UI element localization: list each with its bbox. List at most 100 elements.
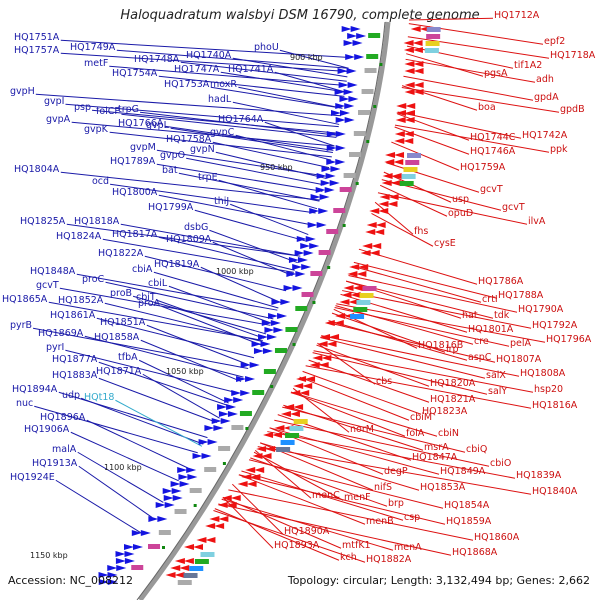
gene-label[interactable]: HQ1740A bbox=[186, 50, 232, 61]
gene-label[interactable]: HQ1816B bbox=[418, 340, 463, 351]
gene-label[interactable]: HQ1790A bbox=[518, 304, 564, 315]
gene-label[interactable]: pyrI bbox=[46, 342, 64, 353]
gene-label[interactable]: hadL bbox=[208, 94, 232, 105]
gene-label[interactable]: bat bbox=[162, 165, 178, 176]
gene-label[interactable]: tif1A2 bbox=[514, 60, 542, 71]
gene-label[interactable]: HQ1913A bbox=[32, 458, 78, 469]
gene-label[interactable]: HQ1808A bbox=[520, 368, 566, 379]
gene-label[interactable]: HQ1894A bbox=[12, 384, 58, 395]
gene-label[interactable]: hsp20 bbox=[534, 384, 563, 395]
gene-label[interactable]: norM bbox=[350, 424, 374, 435]
gene-label[interactable]: epf2 bbox=[544, 36, 565, 47]
gene-label[interactable]: thiJ bbox=[214, 196, 229, 207]
gene-label[interactable]: HQ1852A bbox=[58, 295, 104, 306]
gene-label[interactable]: HQ1871A bbox=[96, 366, 142, 377]
gene-label[interactable]: HQ1858A bbox=[94, 332, 140, 343]
gene-label[interactable]: HQ1712A bbox=[494, 10, 540, 21]
gene-label[interactable]: HQ1807A bbox=[496, 354, 542, 365]
gene-label[interactable]: nuc bbox=[16, 398, 33, 409]
gene-label[interactable]: HQ1744C bbox=[470, 132, 516, 143]
gene-label[interactable]: HQ1825A bbox=[20, 216, 66, 227]
gene-label[interactable]: HQt18 bbox=[84, 392, 114, 403]
gene-label[interactable]: gcvT bbox=[502, 202, 525, 213]
gene-label[interactable]: HQ1801A bbox=[468, 324, 514, 335]
gene-label[interactable]: gvpM bbox=[130, 142, 156, 153]
gene-label[interactable]: csp bbox=[404, 512, 420, 523]
gene-label[interactable]: HQ1753A bbox=[164, 79, 210, 90]
gene-label[interactable]: cbiA bbox=[132, 264, 153, 275]
gene-label[interactable]: HQ1758A bbox=[166, 134, 212, 145]
gene-label[interactable]: HQ1796A bbox=[546, 334, 592, 345]
gene-label[interactable]: HQ1788A bbox=[498, 290, 544, 301]
gene-label[interactable]: HQ1748A bbox=[134, 54, 180, 65]
gene-label[interactable]: ppk bbox=[550, 144, 568, 155]
gene-label[interactable]: HQ1800A bbox=[112, 187, 158, 198]
gene-label[interactable]: HQ1824A bbox=[56, 231, 102, 242]
gene-label[interactable]: opuD bbox=[448, 208, 473, 219]
gene-label[interactable]: HQ1754A bbox=[112, 68, 158, 79]
gene-label[interactable]: HQ1742A bbox=[522, 130, 568, 141]
gene-label[interactable]: cre bbox=[474, 336, 489, 347]
gene-label[interactable]: kch bbox=[340, 552, 357, 563]
gene-label[interactable]: malA bbox=[52, 444, 77, 455]
gene-label[interactable]: HQ1746A bbox=[470, 146, 516, 157]
gene-label[interactable]: lrp bbox=[446, 344, 459, 355]
gene-label[interactable]: HQ1816A bbox=[532, 400, 578, 411]
gene-label[interactable]: HQ1821A bbox=[430, 394, 476, 405]
gene-label[interactable]: menF bbox=[344, 492, 371, 503]
gene-label[interactable]: HQ1749A bbox=[70, 42, 116, 53]
gene-label[interactable]: tdk bbox=[494, 310, 510, 321]
gene-label[interactable]: gvpH bbox=[10, 86, 35, 97]
gene-label[interactable]: HQ1882A bbox=[366, 554, 412, 565]
gene-label[interactable]: salY bbox=[488, 386, 507, 397]
gene-label[interactable]: HQ1818A bbox=[74, 216, 120, 227]
gene-label[interactable]: HQ1868A bbox=[452, 547, 498, 558]
gene-label[interactable]: gpdA bbox=[534, 92, 559, 103]
gene-label[interactable]: HQ1860A bbox=[474, 532, 520, 543]
gene-label[interactable]: HQ1851A bbox=[100, 317, 146, 328]
gene-label[interactable]: msrA bbox=[424, 442, 449, 453]
gene-label[interactable]: gcvT bbox=[36, 280, 59, 291]
gene-label[interactable]: HQ1823A bbox=[422, 406, 468, 417]
gene-label[interactable]: HQ1747A bbox=[174, 64, 220, 75]
gene-label[interactable]: gvpN bbox=[190, 144, 215, 155]
gene-label[interactable]: folCP bbox=[96, 106, 120, 117]
gene-label[interactable]: gvpK bbox=[84, 124, 109, 135]
gene-label[interactable]: HQ1869A bbox=[38, 328, 84, 339]
gene-label[interactable]: HQ1809A bbox=[166, 234, 212, 245]
gene-label[interactable]: cbs bbox=[376, 376, 392, 387]
gene-label[interactable]: menB bbox=[366, 516, 394, 527]
gene-label[interactable]: aspC bbox=[468, 352, 492, 363]
gene-label[interactable]: HQ1822A bbox=[98, 248, 144, 259]
gene-label[interactable]: trpG bbox=[118, 104, 139, 115]
gene-label[interactable]: HQ1906A bbox=[24, 424, 70, 435]
gene-label[interactable]: cysE bbox=[434, 238, 456, 249]
gene-label[interactable]: mtfK1 bbox=[342, 540, 371, 551]
gene-label[interactable]: HQ1896A bbox=[40, 412, 86, 423]
gene-label[interactable]: HQ1893A bbox=[274, 540, 320, 551]
gene-label[interactable]: dsbG bbox=[184, 222, 208, 233]
gene-label[interactable]: degP bbox=[384, 466, 408, 477]
gene-label[interactable]: HQ1820A bbox=[430, 378, 476, 389]
gene-label[interactable]: HQ1759A bbox=[460, 162, 506, 173]
gene-label[interactable]: HQ1849A bbox=[440, 466, 486, 477]
gene-label[interactable]: boa bbox=[478, 102, 496, 113]
gene-label[interactable]: HQ1853A bbox=[420, 482, 466, 493]
gene-label[interactable]: cbiN bbox=[438, 428, 459, 439]
gene-label[interactable]: HQ1861A bbox=[50, 310, 96, 321]
gene-label[interactable]: HQ1751A bbox=[14, 32, 60, 43]
gene-label[interactable]: adh bbox=[536, 74, 554, 85]
gene-label[interactable]: HQ1799A bbox=[148, 202, 194, 213]
gene-label[interactable]: gvpC bbox=[210, 127, 235, 138]
gene-label[interactable]: HQ1924E bbox=[10, 472, 55, 483]
gene-label[interactable]: phoU bbox=[254, 42, 279, 53]
gene-label[interactable]: pelA bbox=[510, 338, 532, 349]
gene-label[interactable]: HQ1817A bbox=[112, 229, 158, 240]
gene-label[interactable]: HQ1764A bbox=[218, 114, 264, 125]
gene-label[interactable]: HQ1757A bbox=[14, 45, 60, 56]
gene-label[interactable]: fhs bbox=[414, 226, 428, 237]
gene-label[interactable]: cbiT bbox=[136, 292, 156, 303]
gene-label[interactable]: ilvA bbox=[528, 216, 546, 227]
gene-label[interactable]: cbiL bbox=[148, 278, 168, 289]
gene-label[interactable]: HQ1741A bbox=[228, 64, 274, 75]
